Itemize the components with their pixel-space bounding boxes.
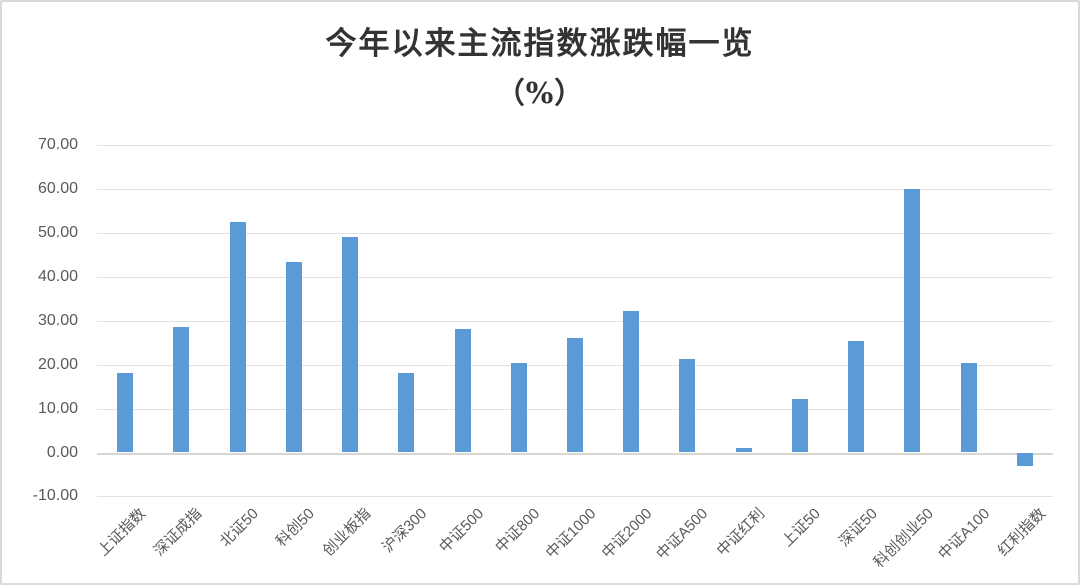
gridline <box>97 276 1053 278</box>
bar-沪深300 <box>398 373 415 453</box>
y-axis-tick-label: 10.00 <box>37 399 78 417</box>
x-axis-tick-label: 中证红利 <box>713 505 768 560</box>
x-axis-tick-label: 红利指数 <box>994 505 1050 560</box>
bar-上证指数 <box>117 373 134 453</box>
y-axis-tick-label: 0.00 <box>46 443 78 461</box>
bar-中证A500 <box>679 358 696 453</box>
y-axis-tick-label: 60.00 <box>37 180 78 198</box>
bar-科创50 <box>285 262 302 453</box>
y-axis-tick-label: 20.00 <box>37 355 78 373</box>
x-axis-tick-label: 上证50 <box>779 505 825 551</box>
bar-上证50 <box>791 398 808 453</box>
x-axis-tick-label: 中证2000 <box>598 505 656 562</box>
bar-中证500 <box>454 329 471 453</box>
bar-中证800 <box>510 362 527 453</box>
gridline <box>97 233 1053 234</box>
y-axis-tick-label: 70.00 <box>37 136 78 154</box>
x-axis-tick-label: 沪深300 <box>379 505 431 557</box>
y-axis-tick-label: 50.00 <box>37 224 78 241</box>
x-axis-tick-label: 中证800 <box>491 505 543 557</box>
gridline <box>97 496 1053 498</box>
bar-科创创业50 <box>904 189 921 453</box>
gridline <box>97 320 1053 322</box>
bar-中证红利 <box>735 448 752 453</box>
bar-红利指数 <box>1016 452 1033 466</box>
x-axis-tick-label: 中证500 <box>435 505 487 557</box>
bar-深证成指 <box>173 327 190 453</box>
x-axis-tick-label: 中证A500 <box>653 505 712 564</box>
x-axis-zero-line <box>97 452 1053 455</box>
chart-subtitle: （%） <box>495 76 585 110</box>
bar-中证A100 <box>960 362 977 453</box>
bar-北证50 <box>229 222 246 453</box>
x-axis-tick-label: 科创50 <box>272 505 318 551</box>
x-axis-tick-label: 中证1000 <box>542 505 600 562</box>
y-axis-tick-label: -10.00 <box>32 487 78 505</box>
x-axis-tick-label: 创业板指 <box>319 505 375 560</box>
x-axis-tick-label: 北证50 <box>216 505 262 551</box>
gridline <box>97 145 1053 147</box>
y-axis-tick-label: 30.00 <box>37 311 78 329</box>
bar-创业板指 <box>342 237 359 453</box>
x-axis-tick-label: 深证成指 <box>151 505 206 560</box>
x-axis-tick-label: 中证A100 <box>934 505 993 564</box>
x-axis-tick-label: 深证50 <box>835 505 881 551</box>
chart-title: 今年以来主流指数涨跌幅一览 <box>325 26 755 62</box>
y-axis-tick-label: 40.00 <box>37 267 78 285</box>
gridline <box>97 189 1053 191</box>
x-axis-tick-label: 科创创业50 <box>870 505 937 572</box>
bar-中证2000 <box>623 310 640 453</box>
x-axis-tick-label: 上证指数 <box>94 505 150 560</box>
bar-深证50 <box>848 340 865 453</box>
bar-中证1000 <box>567 338 583 453</box>
